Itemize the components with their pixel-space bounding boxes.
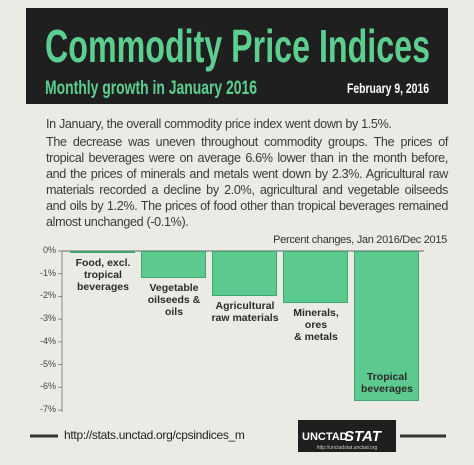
paragraph: The decrease was uneven throughout commo… [46, 135, 448, 229]
bar [70, 251, 135, 254]
logo-url: http://unctadstat.unctad.org [317, 445, 378, 451]
y-tick-label: -3% [39, 313, 56, 324]
category-label: Agricultural raw materials [211, 300, 279, 325]
subtitle: Monthly growth in January 2016 [45, 78, 257, 99]
bar [283, 251, 348, 304]
title: Commodity Price Indices [45, 20, 430, 72]
axis-note: Percent changes, Jan 2016/Dec 2015 [273, 234, 447, 246]
y-tick-label: -1% [39, 267, 56, 278]
category-label: Vegetable oilseeds & oils [147, 282, 201, 319]
y-tick-label: -5% [39, 358, 56, 369]
category-label: Minerals, ores & metals [293, 307, 339, 344]
header-box [26, 8, 448, 104]
y-tick-label: -4% [39, 335, 56, 346]
footer-url: http://stats.unctad.org/cpsindices_m [64, 428, 245, 442]
bar [212, 251, 277, 297]
category-label: Tropical beverages [361, 370, 413, 395]
date: February 9, 2016 [347, 80, 429, 96]
logo-box [298, 420, 396, 452]
y-tick-label: 0% [42, 245, 56, 255]
bar [354, 251, 419, 401]
y-tick-label: -2% [39, 290, 56, 301]
y-tick-label: -7% [39, 404, 56, 414]
category-label: Food, excl. tropical beverages [75, 257, 131, 294]
logo-text: UNCTAD [302, 431, 348, 443]
y-tick-label: -6% [39, 381, 56, 392]
bar [141, 251, 206, 279]
paragraph: In January, the overall commodity price … [46, 117, 392, 131]
logo-text: STAT [344, 428, 383, 445]
